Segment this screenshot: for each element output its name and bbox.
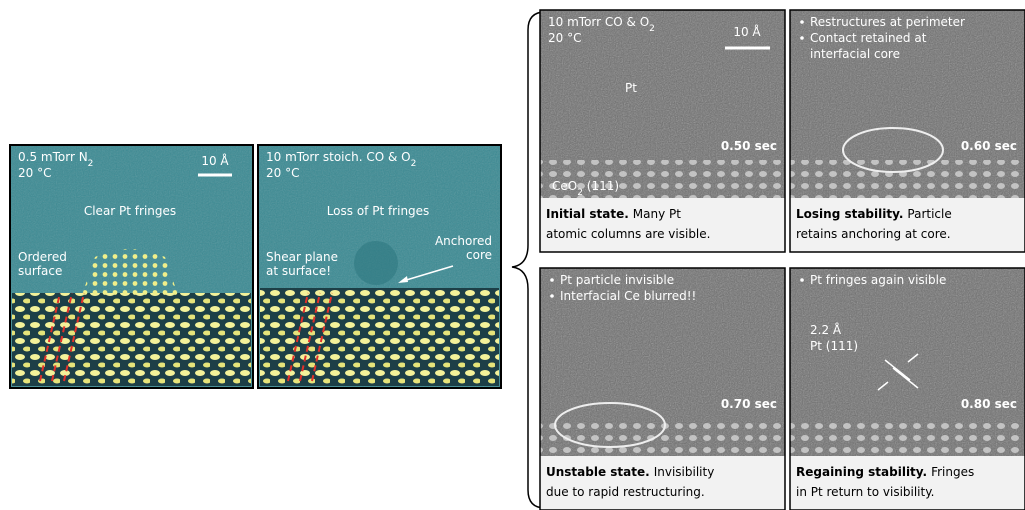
bullet-text: Contact retained at xyxy=(810,31,927,45)
temperature: 20 °C xyxy=(548,31,581,45)
caption: Loss of Pt fringes xyxy=(327,204,430,218)
caption-part: Clear Pt fringes xyxy=(84,204,176,218)
caption-part: Initial state. xyxy=(546,207,629,221)
bullet-text-part: Pt fringes again visible xyxy=(810,273,946,287)
caption-part: atomic columns are visible. xyxy=(546,227,710,241)
label-part: Pt xyxy=(625,81,637,95)
substrate-lattice xyxy=(790,418,1025,456)
label: Pt (111) xyxy=(810,339,858,353)
substrate-lattice xyxy=(790,160,1025,198)
time-part: 0.70 sec xyxy=(721,397,777,411)
scale-label: 10 Å xyxy=(733,24,761,39)
time-part: 0.60 sec xyxy=(961,139,1017,153)
bullet-text-part: interfacial core xyxy=(810,47,900,61)
bullet-text-part: Interfacial Ce blurred!! xyxy=(560,289,696,303)
bullet-text-part: Pt particle invisible xyxy=(560,273,674,287)
bullet-text: Pt fringes again visible xyxy=(810,273,946,287)
condition-part: 2 xyxy=(649,24,655,34)
condition-part: 0.5 mTorr N xyxy=(18,150,88,164)
caption-part: Loss of Pt fringes xyxy=(327,204,430,218)
caption: Clear Pt fringes xyxy=(84,204,176,218)
caption-part: due to rapid restructuring. xyxy=(546,485,705,499)
condition-part: 2 xyxy=(411,159,417,169)
annotation: Anchored xyxy=(435,234,492,248)
temperature: 20 °C xyxy=(266,166,299,180)
caption: Regaining stability. Fringes xyxy=(796,465,974,479)
time: 0.60 sec xyxy=(961,139,1017,153)
temperature: 20 °C xyxy=(18,166,51,180)
caption-part: Fringes xyxy=(931,465,974,479)
scale-label-part: 10 Å xyxy=(733,24,761,39)
condition-part: 10 mTorr CO & O xyxy=(548,15,649,29)
substrate-lattice xyxy=(260,288,499,386)
bullet xyxy=(800,20,804,24)
caption-part: Invisibility xyxy=(654,465,715,479)
annotation: Shear plane xyxy=(266,250,338,264)
bullet-text: Pt particle invisible xyxy=(560,273,674,287)
caption: in Pt return to visibility. xyxy=(796,485,934,499)
bullet-text: Restructures at perimeter xyxy=(810,15,965,29)
annotation: at surface! xyxy=(266,264,331,278)
bullet xyxy=(550,294,554,298)
bullet-text: Interfacial Ce blurred!! xyxy=(560,289,696,303)
label: 2.2 Å xyxy=(810,322,842,337)
bullet xyxy=(800,278,804,282)
annotation-part: at surface! xyxy=(266,264,331,278)
label-part: Pt (111) xyxy=(810,339,858,353)
caption: retains anchoring at core. xyxy=(796,227,951,241)
caption-part: Unstable state. xyxy=(546,465,650,479)
caption-part: retains anchoring at core. xyxy=(796,227,951,241)
caption-part: Many Pt xyxy=(633,207,681,221)
substrate-label-part: (111) xyxy=(583,179,619,193)
caption: Initial state. Many Pt xyxy=(546,207,681,221)
annotation-part: Shear plane xyxy=(266,250,338,264)
annotation-part: core xyxy=(466,248,492,262)
time: 0.50 sec xyxy=(721,139,777,153)
bullet xyxy=(550,278,554,282)
caption: Unstable state. Invisibility xyxy=(546,465,714,479)
annotation-part: surface xyxy=(18,264,62,278)
caption-part: Losing stability. xyxy=(796,207,903,221)
caption: due to rapid restructuring. xyxy=(546,485,705,499)
faint-particle xyxy=(354,241,398,285)
caption-part: Particle xyxy=(907,207,951,221)
time: 0.70 sec xyxy=(721,397,777,411)
caption: Losing stability. Particle xyxy=(796,207,952,221)
condition-part: 2 xyxy=(88,159,94,169)
bullet-text: interfacial core xyxy=(810,47,900,61)
substrate-lattice xyxy=(12,293,251,386)
bullet-text-part: Contact retained at xyxy=(810,31,927,45)
time: 0.80 sec xyxy=(961,397,1017,411)
caption: atomic columns are visible. xyxy=(546,227,710,241)
annotation-part: Anchored xyxy=(435,234,492,248)
annotation: Ordered xyxy=(18,250,67,264)
annotation: surface xyxy=(18,264,62,278)
temperature-part: 20 °C xyxy=(548,31,581,45)
label-part: 2.2 Å xyxy=(810,322,842,337)
scale-label: 10 Å xyxy=(201,153,229,168)
figure: 0.5 mTorr N220 °C10 ÅClear Pt fringesOrd… xyxy=(0,0,1025,510)
scale-label-part: 10 Å xyxy=(201,153,229,168)
caption-part: Regaining stability. xyxy=(796,465,927,479)
substrate-label-part: CeO xyxy=(552,179,577,193)
bullet xyxy=(800,36,804,40)
temperature-part: 20 °C xyxy=(266,166,299,180)
time-part: 0.50 sec xyxy=(721,139,777,153)
caption-part: in Pt return to visibility. xyxy=(796,485,934,499)
time-part: 0.80 sec xyxy=(961,397,1017,411)
label: Pt xyxy=(625,81,637,95)
substrate-lattice xyxy=(540,418,785,456)
annotation: core xyxy=(466,248,492,262)
temperature-part: 20 °C xyxy=(18,166,51,180)
bullet-text-part: Restructures at perimeter xyxy=(810,15,965,29)
condition-part: 10 mTorr stoich. CO & O xyxy=(266,150,411,164)
annotation-part: Ordered xyxy=(18,250,67,264)
